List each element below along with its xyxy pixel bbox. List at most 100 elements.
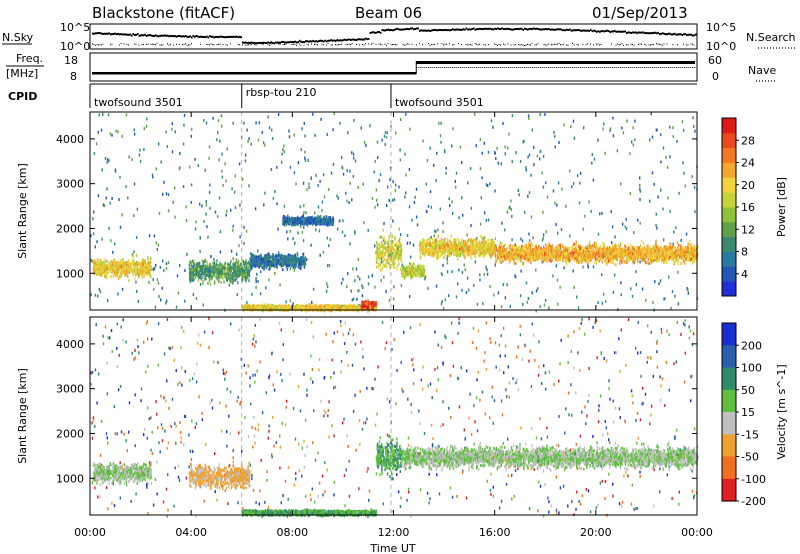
nave-tick-top: 60 — [708, 54, 722, 67]
noise-pixel — [658, 282, 660, 286]
nsky-point — [680, 33, 682, 36]
noise-pixel — [544, 113, 546, 116]
echo-pixel — [332, 217, 334, 221]
echo-pixel — [211, 265, 213, 269]
nsky-point — [92, 32, 94, 35]
noise-pixel — [221, 169, 223, 173]
noise-pixel — [312, 287, 315, 291]
nsky-point — [261, 41, 263, 44]
noise-pixel — [171, 150, 174, 154]
nsearch-point — [326, 44, 327, 46]
echo-pixel — [226, 267, 228, 271]
nsearch-point — [488, 44, 489, 46]
noise-pixel — [303, 121, 305, 125]
echo-pixel — [124, 262, 127, 266]
echo-pixel — [250, 253, 253, 257]
echo-pixel — [300, 267, 302, 271]
noise-pixel — [597, 232, 600, 236]
noise-pixel — [440, 121, 442, 125]
noise-pixel — [535, 268, 537, 272]
nsky-point — [653, 31, 655, 34]
noise-pixel — [461, 270, 464, 274]
nave-point — [676, 67, 678, 68]
nsky-point — [432, 29, 434, 31]
noise-pixel — [264, 143, 266, 147]
nsearch-point — [441, 43, 443, 45]
nsky-point — [641, 31, 643, 34]
echo-pixel — [100, 264, 102, 268]
nsearch-point — [474, 43, 476, 45]
noise-pixel — [376, 203, 379, 207]
noise-pixel — [670, 306, 672, 310]
date-title: 01/Sep/2013 — [592, 4, 688, 22]
noise-pixel — [639, 198, 641, 201]
noise-pixel — [94, 245, 96, 249]
nsky-point — [273, 42, 275, 45]
echo-pixel — [202, 280, 204, 284]
noise-pixel — [470, 224, 472, 228]
nsearch-point — [168, 44, 170, 46]
noise-pixel — [346, 169, 348, 173]
noise-pixel — [388, 199, 390, 202]
echo-pixel — [293, 219, 295, 223]
noise-pixel — [221, 175, 224, 179]
nsky-point — [354, 39, 356, 41]
noise-pixel — [260, 270, 262, 274]
echo-pixel — [206, 271, 209, 275]
nsearch-point — [207, 43, 209, 45]
noise-pixel — [517, 189, 520, 192]
nsky-point — [383, 29, 385, 32]
noise-pixel — [345, 191, 347, 195]
noise-pixel — [369, 124, 371, 128]
nsky-point — [321, 39, 323, 42]
nsky-point — [230, 35, 232, 38]
nsky-point — [188, 35, 190, 38]
nsky-point — [312, 39, 314, 42]
noise-pixel — [155, 167, 157, 171]
echo-pixel — [289, 261, 291, 265]
noise-pixel — [156, 248, 158, 251]
noise-pixel — [336, 194, 338, 198]
echo-pixel — [190, 264, 192, 267]
freq-tick-top: 18 — [64, 54, 78, 67]
noise-pixel — [352, 175, 354, 178]
nave-point — [434, 67, 436, 68]
noise-pixel — [571, 185, 573, 189]
nsky-point — [284, 41, 286, 44]
echo-pixel — [209, 267, 211, 271]
echo-pixel — [93, 267, 96, 271]
echo-pixel — [303, 265, 306, 269]
echo-pixel — [308, 216, 311, 220]
echo-pixel — [230, 271, 232, 275]
echo-pixel — [283, 221, 285, 225]
nave-point — [632, 67, 634, 68]
noise-pixel — [119, 176, 121, 179]
noise-pixel — [591, 161, 593, 165]
echo-pixel — [216, 277, 219, 281]
noise-pixel — [415, 187, 418, 191]
nsky-point — [237, 36, 239, 39]
noise-pixel — [355, 267, 358, 271]
noise-pixel — [399, 233, 402, 237]
noise-pixel — [234, 206, 237, 210]
noise-pixel — [138, 153, 141, 157]
echo-pixel — [254, 254, 256, 258]
nsky-traces — [92, 27, 697, 46]
noise-pixel — [660, 133, 662, 137]
echo-pixel — [260, 262, 262, 266]
echo-pixel — [292, 220, 294, 224]
echo-pixel — [234, 268, 236, 271]
echo-pixel — [194, 266, 196, 270]
noise-pixel — [653, 182, 655, 186]
nsky-point — [329, 39, 331, 42]
echo-pixel — [129, 269, 132, 273]
noise-pixel — [237, 281, 239, 285]
noise-pixel — [156, 278, 159, 282]
echo-pixel — [329, 221, 331, 225]
noise-pixel — [614, 273, 616, 277]
noise-pixel — [326, 133, 328, 136]
echo-pixel — [133, 263, 135, 267]
noise-pixel — [411, 218, 413, 222]
echo-pixel — [288, 216, 291, 220]
nsearch-point — [692, 43, 693, 45]
